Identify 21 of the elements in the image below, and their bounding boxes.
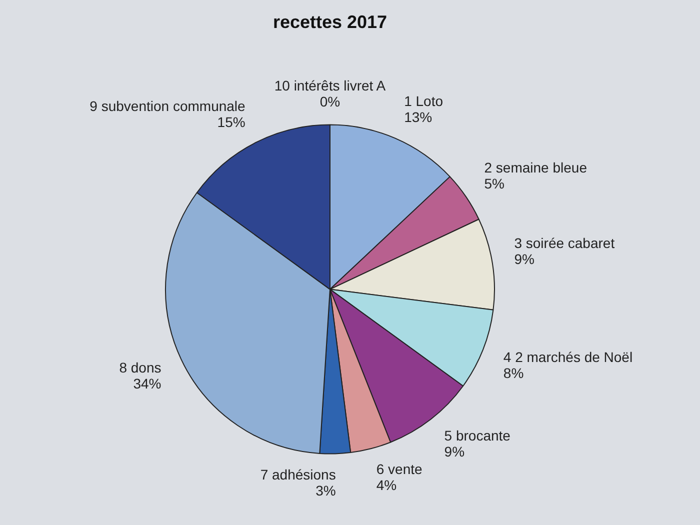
text: 0% xyxy=(320,94,340,110)
slice-label: 3 soirée cabaret xyxy=(514,234,615,251)
slice-label: 2 semaine bleue xyxy=(484,159,588,176)
data-label: 5% xyxy=(484,175,504,192)
slice-label: 7 adhésions xyxy=(260,466,336,483)
data-label: 8% xyxy=(503,364,524,381)
data-label: 15% xyxy=(217,114,246,130)
data-label: 9% xyxy=(514,250,534,267)
slice-label: 1 Loto xyxy=(404,93,444,109)
slice-label: 9 subvention communale xyxy=(90,98,246,114)
data-label: 3% xyxy=(316,482,336,499)
slice-label: 8 dons xyxy=(119,360,162,376)
data-label: 13% xyxy=(404,109,432,125)
slice-label: 6 vente xyxy=(376,460,423,477)
category-label: 10 intérêts livret A xyxy=(274,78,386,94)
data-label: 34% xyxy=(133,376,162,392)
slice-label: 5 brocante xyxy=(444,428,511,444)
chart-title: recettes 2017 xyxy=(272,12,388,32)
data-label: 4% xyxy=(376,476,397,493)
slice-label: 4 2 marchés de Noël xyxy=(503,348,633,365)
data-label: 9% xyxy=(444,444,465,460)
